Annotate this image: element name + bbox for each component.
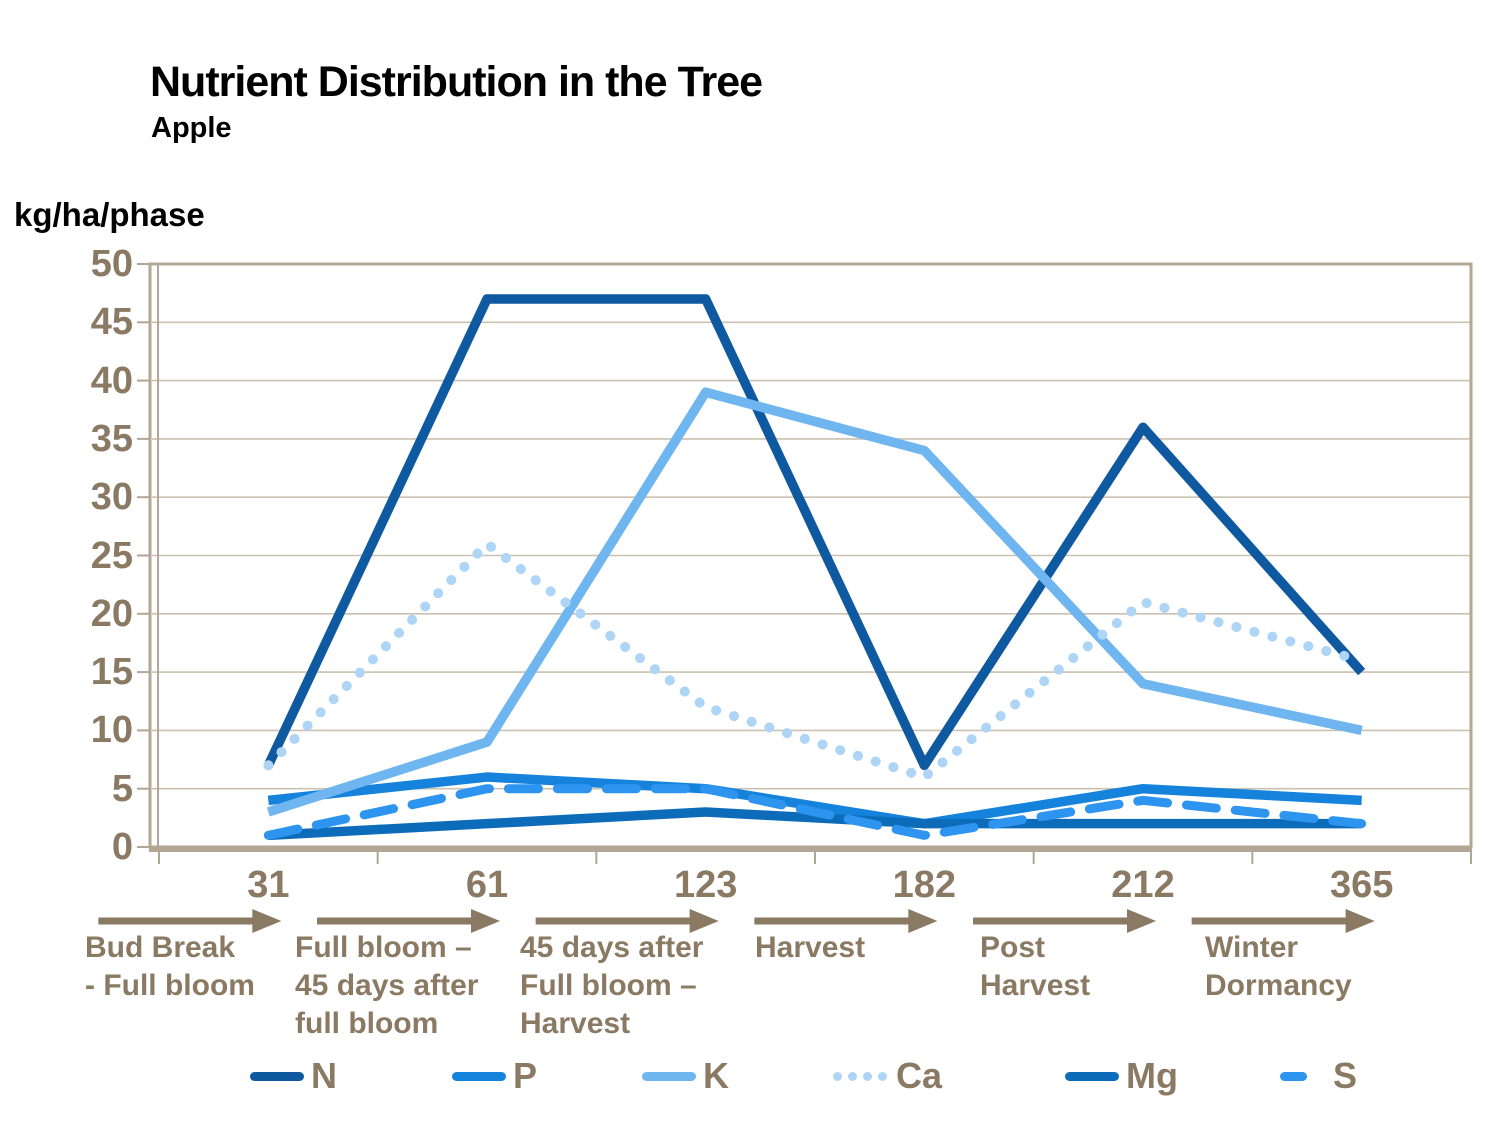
x-tick-label: 123: [673, 864, 738, 906]
legend-item-S: S: [1280, 1057, 1357, 1095]
series-line-K: [266, 387, 1363, 817]
phase-label: Harvest: [755, 929, 865, 967]
phase-label-line: Full bloom –: [520, 969, 697, 1002]
page-title: Nutrient Distribution in the Tree: [150, 58, 763, 106]
y-tick-label: 15: [90, 651, 133, 694]
phase-label-line: Post: [980, 931, 1046, 964]
y-tick-label: 45: [90, 301, 133, 344]
y-axis-unit-label: kg/ha/phase: [14, 196, 205, 233]
legend-label-Mg: Mg: [1126, 1055, 1178, 1096]
legend-label-P: P: [513, 1055, 538, 1096]
legend-dot-icon: [848, 1071, 857, 1081]
y-tick-label: 20: [90, 592, 133, 635]
y-tick-label: 50: [90, 243, 133, 285]
phase-arrow-head-icon: [689, 909, 719, 933]
x-tick-label: 182: [892, 864, 957, 906]
x-tick-label: 365: [1329, 864, 1394, 906]
legend-swatch-Mg-icon: [1065, 1071, 1119, 1081]
legend-label-S: S: [1333, 1055, 1358, 1096]
legend-swatch-K-icon: [642, 1071, 696, 1081]
page-subtitle: Apple: [151, 112, 232, 144]
legend-label-K: K: [703, 1055, 729, 1096]
phase-label-line: Full bloom –: [295, 931, 472, 964]
y-tick-label: 5: [111, 767, 133, 810]
phase-label-line: Harvest: [980, 969, 1091, 1002]
y-tick-label: 0: [111, 826, 133, 868]
legend-item-Ca: Ca: [833, 1057, 942, 1095]
phase-label-line: - Full bloom: [85, 969, 255, 1002]
series-line-N: [264, 294, 1366, 771]
phase-label-line: 45 days after: [295, 969, 479, 1002]
legend-item-K: K: [642, 1057, 729, 1095]
series-line-Ca: [263, 538, 1367, 783]
legend-swatch-S-icon: [1280, 1071, 1307, 1081]
phase-arrow-head-icon: [252, 909, 282, 933]
y-tick-label: 10: [90, 709, 133, 752]
legend-dot-icon: [878, 1071, 887, 1081]
phase-arrow-head-icon: [1127, 909, 1156, 933]
phase-label: Full bloom – 45 days after full bloom: [295, 929, 478, 1043]
phase-label-line: Winter: [1205, 931, 1299, 964]
phase-label-line: Harvest: [520, 1007, 631, 1040]
phase-label: Bud Break - Full bloom: [85, 929, 255, 1005]
y-tick-label: 30: [90, 476, 133, 519]
phase-label: 45 days after Full bloom – Harvest: [520, 929, 703, 1043]
y-tick-label: 35: [90, 417, 133, 460]
phase-label: Post Harvest: [980, 929, 1090, 1005]
y-tick-label: 40: [90, 359, 133, 402]
phase-label-line: Dormancy: [1205, 969, 1352, 1002]
legend-item-Mg: Mg: [1065, 1057, 1178, 1095]
legend-dot-icon: [863, 1071, 872, 1081]
phase-label-line: full bloom: [295, 1007, 439, 1040]
phase-label: Winter Dormancy: [1205, 929, 1352, 1005]
phase-label-line: Bud Break: [85, 931, 236, 964]
legend-label-Ca: Ca: [896, 1055, 943, 1096]
legend-item-N: N: [250, 1057, 337, 1095]
legend-swatch-N-icon: [250, 1071, 304, 1081]
legend-item-P: P: [452, 1057, 537, 1095]
legend-label-N: N: [311, 1055, 337, 1096]
legend-swatch-P-icon: [452, 1071, 506, 1081]
series-line-S: [263, 784, 1367, 840]
phase-arrow-head-icon: [1345, 909, 1375, 933]
series-line-Mg: [268, 807, 1362, 841]
x-tick-label: 31: [247, 864, 290, 906]
phase-arrow-head-icon: [471, 909, 500, 933]
legend-dot-icon: [833, 1071, 842, 1081]
x-tick-label: 61: [465, 864, 509, 906]
phase-label-line: Harvest: [755, 931, 866, 964]
series-line-P: [267, 772, 1362, 829]
x-tick-label: 212: [1111, 864, 1175, 906]
phase-arrow-head-icon: [908, 909, 938, 933]
legend-swatch-Ca-icon: [833, 1071, 887, 1081]
phase-label-line: 45 days after: [520, 931, 704, 964]
y-tick-label: 25: [90, 534, 133, 577]
